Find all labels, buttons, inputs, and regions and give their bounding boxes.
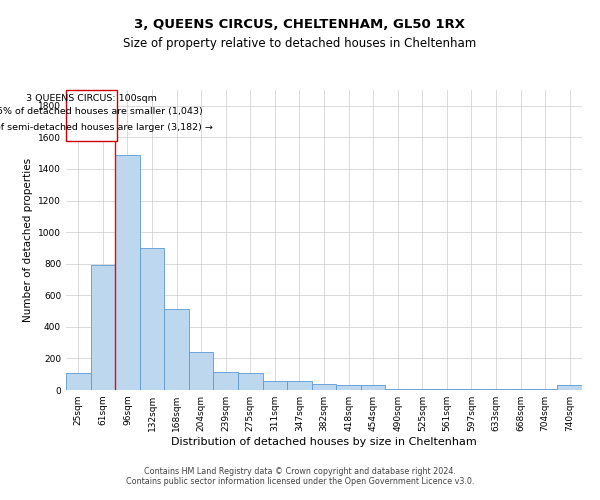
- Bar: [410, 389, 434, 390]
- Bar: [434, 389, 459, 390]
- Bar: [312, 384, 336, 390]
- FancyBboxPatch shape: [66, 90, 117, 142]
- Bar: [164, 310, 189, 390]
- Text: 75% of semi-detached houses are larger (3,182) →: 75% of semi-detached houses are larger (…: [0, 124, 212, 132]
- Bar: [238, 374, 263, 390]
- Bar: [140, 248, 164, 390]
- Bar: [459, 389, 484, 390]
- Bar: [336, 386, 361, 390]
- Bar: [508, 389, 533, 390]
- Bar: [361, 386, 385, 390]
- Bar: [533, 389, 557, 390]
- Bar: [287, 380, 312, 390]
- Text: Contains public sector information licensed under the Open Government Licence v3: Contains public sector information licen…: [126, 477, 474, 486]
- Bar: [189, 352, 214, 390]
- Bar: [115, 154, 140, 390]
- Bar: [484, 389, 508, 390]
- Text: Size of property relative to detached houses in Cheltenham: Size of property relative to detached ho…: [124, 38, 476, 51]
- Bar: [385, 389, 410, 390]
- Bar: [557, 386, 582, 390]
- X-axis label: Distribution of detached houses by size in Cheltenham: Distribution of detached houses by size …: [171, 437, 477, 447]
- Bar: [66, 372, 91, 390]
- Text: Contains HM Land Registry data © Crown copyright and database right 2024.: Contains HM Land Registry data © Crown c…: [144, 467, 456, 476]
- Bar: [263, 380, 287, 390]
- Text: ← 25% of detached houses are smaller (1,043): ← 25% of detached houses are smaller (1,…: [0, 107, 203, 116]
- Bar: [91, 266, 115, 390]
- Text: 3, QUEENS CIRCUS, CHELTENHAM, GL50 1RX: 3, QUEENS CIRCUS, CHELTENHAM, GL50 1RX: [134, 18, 466, 30]
- Bar: [214, 372, 238, 390]
- Text: 3 QUEENS CIRCUS: 100sqm: 3 QUEENS CIRCUS: 100sqm: [26, 94, 157, 102]
- Y-axis label: Number of detached properties: Number of detached properties: [23, 158, 32, 322]
